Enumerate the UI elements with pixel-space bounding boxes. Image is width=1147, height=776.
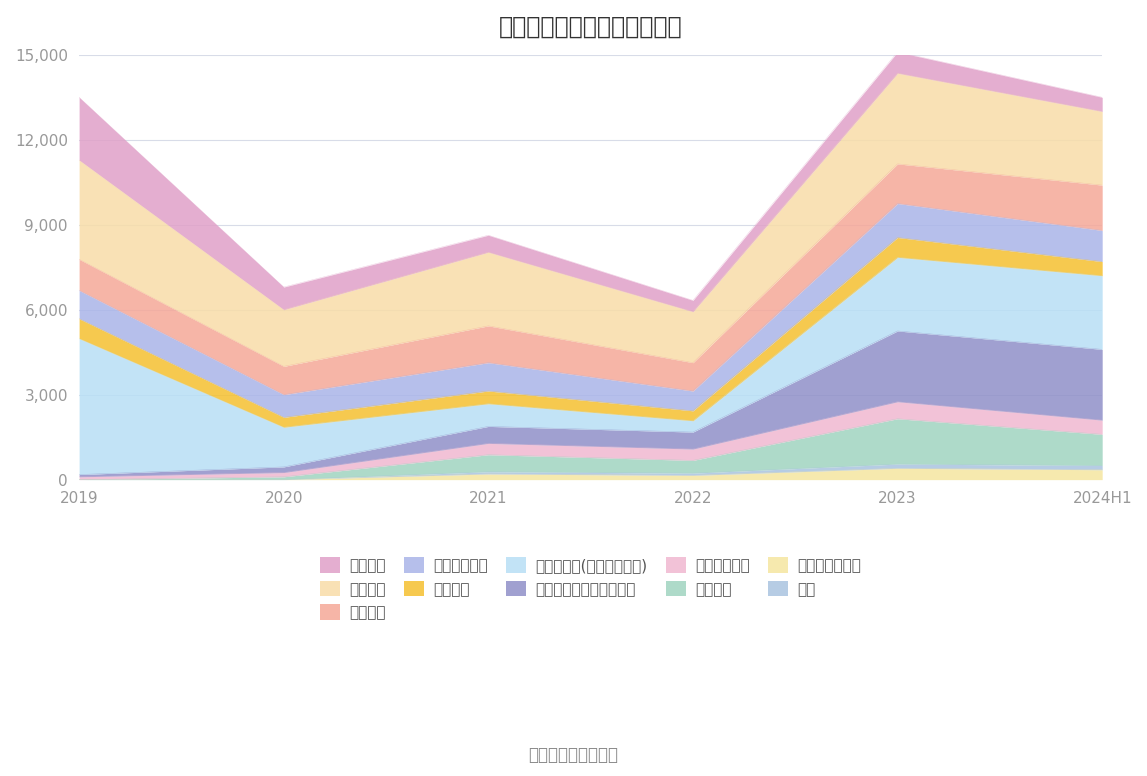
Title: 历年主要负债堆积图（万元）: 历年主要负债堆积图（万元） xyxy=(499,15,682,39)
Text: 数据来源：恒生聚源: 数据来源：恒生聚源 xyxy=(529,747,618,764)
Legend: 短期借款, 应付账款, 合同负债, 应付职工薪酬, 应交税费, 其他应付款(含利息和股利), 一年内到期的非流动负债, 其他流动负债, 租赁负债, 长期应付款合: 短期借款, 应付账款, 合同负债, 应付职工薪酬, 应交税费, 其他应付款(含利… xyxy=(314,551,867,626)
